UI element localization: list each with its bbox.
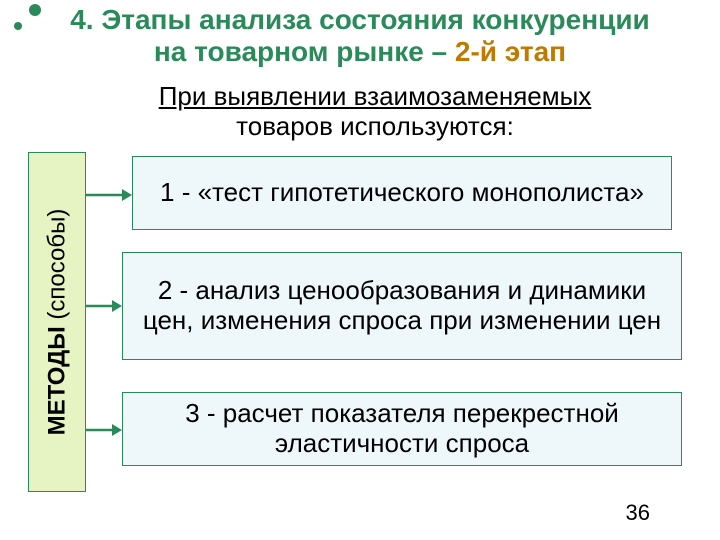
sidebar-label-bold: МЕТОДЫ [43,326,70,435]
title-accent: 2-й этап [455,36,566,67]
method-box-1: 1 - «тест гипотетического монополиста» [132,156,672,230]
arrow-2 [86,296,122,316]
title-line-1: 4. Этапы анализа состояния конкуренции [70,4,650,35]
slide: 4. Этапы анализа состояния конкуренции н… [0,0,720,540]
method-box-2: 2 - анализ ценообразования и динамики це… [122,252,682,360]
methods-sidebar: МЕТОДЫ (способы) [28,152,86,492]
title-line-2-prefix: на товарном рынке – [154,36,455,67]
slide-title: 4. Этапы анализа состояния конкуренции н… [20,4,700,68]
subtitle: При выявлении взаимозаменяемых товаров и… [90,82,660,142]
method-text-3: 3 - расчет показателя перекрестной эласт… [141,399,663,459]
sidebar-label: МЕТОДЫ (способы) [43,209,71,436]
sidebar-label-rest: (способы) [43,209,70,327]
arrow-1 [86,185,132,205]
subtitle-line-1: При выявлении взаимозаменяемых [159,81,592,111]
subtitle-line-2: товаров используются: [236,111,514,141]
page-number: 36 [626,500,650,526]
method-text-1: 1 - «тест гипотетического монополиста» [160,178,644,208]
method-box-3: 3 - расчет показателя перекрестной эласт… [122,392,682,466]
method-text-2: 2 - анализ ценообразования и динамики це… [141,276,663,336]
arrow-3 [86,420,122,440]
